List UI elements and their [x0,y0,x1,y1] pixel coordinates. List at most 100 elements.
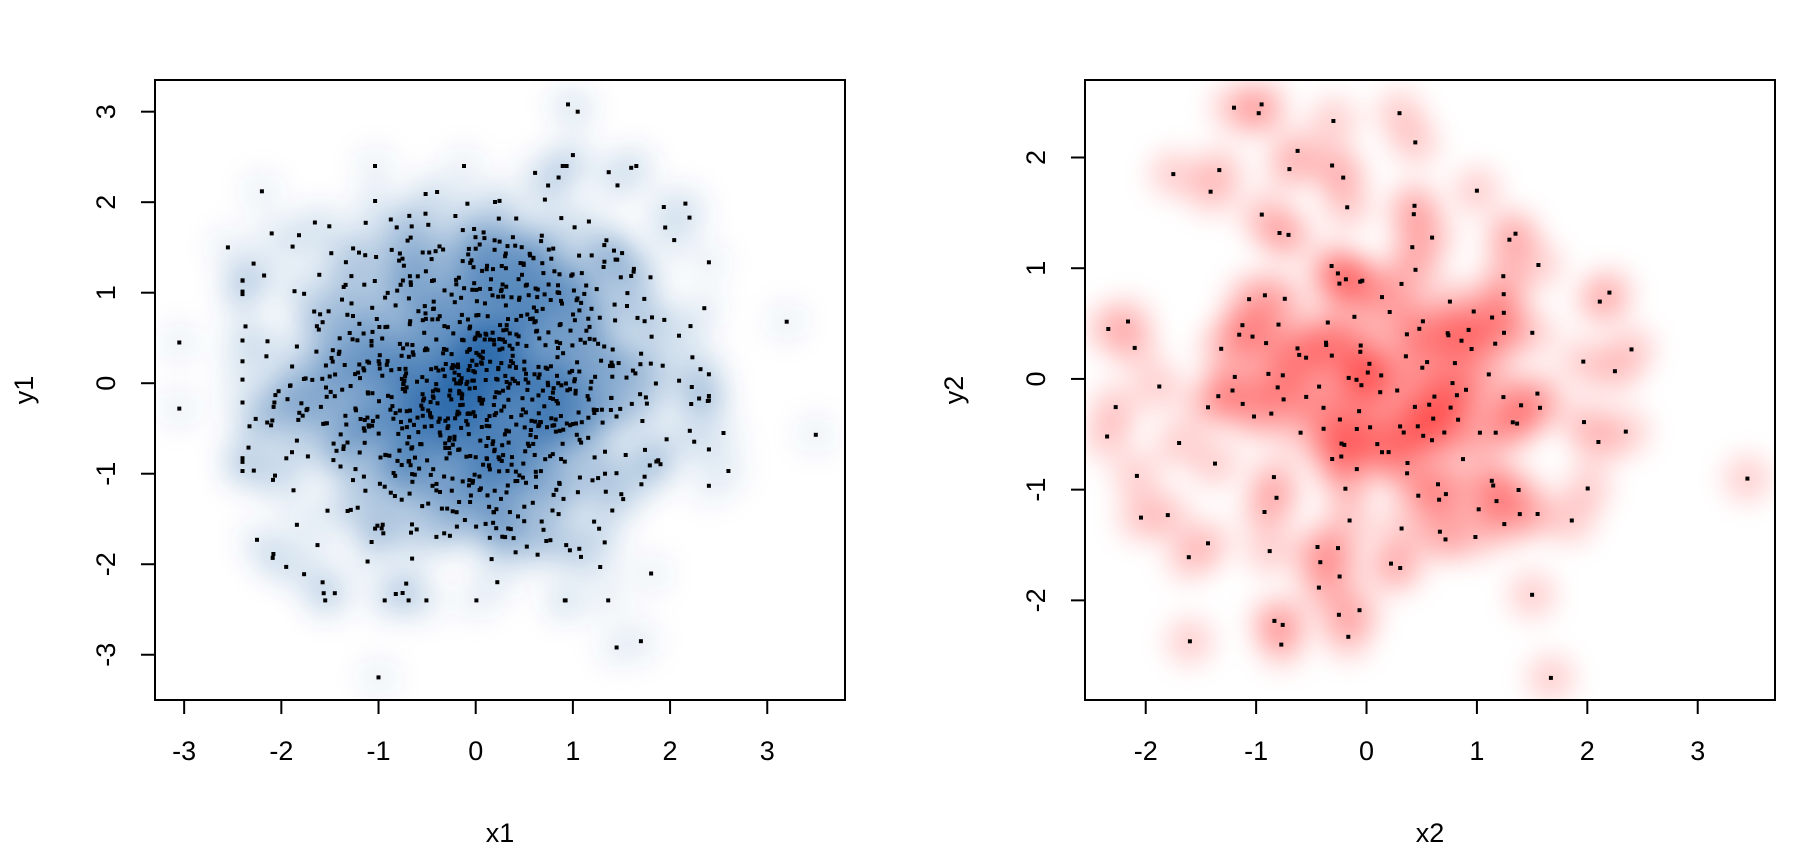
data-point [342,363,347,367]
data-point [1436,482,1440,487]
data-point [365,559,370,564]
data-point [1536,263,1541,267]
data-point [450,509,455,514]
data-point [619,492,624,497]
data-point [507,343,512,348]
data-point [596,476,601,481]
data-point [332,394,337,399]
data-point [554,339,559,344]
data-point [397,258,402,263]
data-point [546,282,551,287]
data-point [1420,365,1425,370]
data-point [370,419,375,423]
data-point [400,256,405,261]
y-tick-label: -2 [91,552,121,576]
data-point [459,396,464,401]
data-point [1339,454,1344,459]
data-point [408,418,413,423]
data-point [1337,281,1342,286]
data-point [493,200,497,204]
data-point [470,480,475,485]
data-point [1343,486,1348,491]
data-point [576,410,581,415]
data-point [324,385,328,390]
data-point [338,464,343,469]
data-point [403,374,408,379]
data-point [524,282,529,287]
data-point [447,451,452,456]
data-point [387,453,392,458]
data-point [343,260,348,265]
y-axis-label-2: y2 [939,376,969,405]
data-point [509,462,514,467]
data-point [592,455,597,460]
data-point [490,330,495,335]
data-point [1295,148,1300,153]
data-point [431,307,436,311]
data-point [240,359,245,364]
data-point [332,591,337,596]
data-point [1416,493,1421,498]
data-point [1213,461,1217,466]
data-point [534,474,538,479]
data-point [1466,327,1471,332]
data-point [561,351,566,356]
data-point [345,440,350,445]
data-point [251,468,256,473]
data-point [422,348,427,353]
data-point [1447,299,1452,304]
data-point [499,287,504,292]
data-point [378,455,383,460]
data-point [1548,675,1553,680]
data-point [545,380,550,385]
data-point [638,392,643,397]
data-point [642,319,647,324]
y-tick-label: 2 [1021,150,1051,165]
x-tick-label: 0 [1359,736,1374,766]
data-point [465,422,470,427]
data-point [531,305,536,310]
data-point [1450,381,1455,386]
data-point [618,406,623,411]
data-point [400,386,405,391]
data-point [1530,330,1535,335]
data-point [584,283,589,288]
data-point [492,342,497,347]
data-point [374,255,379,259]
data-point [411,352,416,357]
data-point [336,351,341,356]
data-point [532,453,537,457]
data-point [383,295,388,300]
data-point [1502,330,1506,335]
data-point [323,598,328,603]
data-point [355,505,360,510]
data-point [538,469,543,474]
data-point [405,441,410,446]
data-point [702,306,707,311]
data-point [1262,293,1267,298]
data-point [520,272,524,277]
data-point [321,591,326,596]
data-point [436,368,441,373]
data-point [1206,405,1210,410]
data-point [446,424,451,429]
data-point [394,225,399,230]
data-point [610,508,615,513]
data-point [454,282,459,287]
data-point [1360,278,1365,283]
data-point [466,252,471,257]
data-point [383,325,388,330]
data-point [1443,492,1448,497]
data-point [530,500,535,505]
data-point [262,273,267,278]
data-point [353,372,358,377]
data-point [1437,497,1442,502]
data-point [504,428,509,433]
data-point [560,441,565,446]
data-point [1264,341,1269,346]
data-point [435,190,440,194]
data-point [525,387,530,392]
data-point [564,164,569,168]
data-point [361,426,366,431]
data-point [416,430,421,435]
